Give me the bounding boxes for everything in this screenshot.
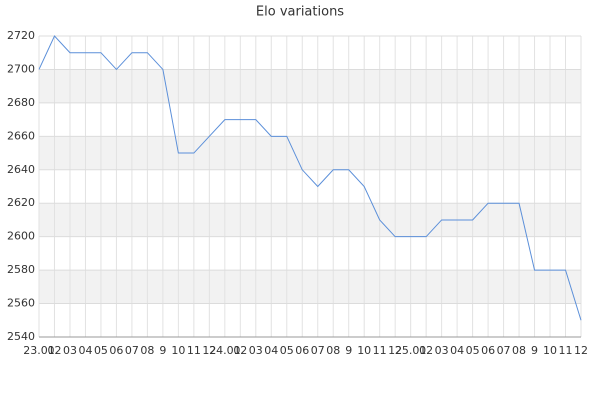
y-tick-label: 2640 — [7, 163, 35, 176]
x-tick-label: 05 — [280, 344, 294, 357]
x-tick-label: 08 — [512, 344, 526, 357]
y-tick-label: 2580 — [7, 263, 35, 276]
x-tick-label: 04 — [264, 344, 278, 357]
x-tick-label: 12 — [574, 344, 588, 357]
x-tick-label: 11 — [559, 344, 573, 357]
x-tick-label: 03 — [249, 344, 263, 357]
x-tick-label: 06 — [295, 344, 309, 357]
x-tick-label: 04 — [450, 344, 464, 357]
x-tick-label: 9 — [531, 344, 538, 357]
grid-band — [39, 69, 581, 103]
x-tick-label: 05 — [466, 344, 480, 357]
x-tick-label: 02 — [419, 344, 433, 357]
x-tick-label: 07 — [311, 344, 325, 357]
x-tick-label: 02 — [47, 344, 61, 357]
y-tick-label: 2680 — [7, 96, 35, 109]
x-tick-label: 04 — [78, 344, 92, 357]
x-tick-label: 23.01 — [23, 344, 55, 357]
x-tick-label: 10 — [543, 344, 557, 357]
grid-band — [39, 203, 581, 237]
y-tick-label: 2660 — [7, 129, 35, 142]
x-tick-label: 03 — [63, 344, 77, 357]
x-tick-label: 11 — [373, 344, 387, 357]
x-tick-label: 10 — [171, 344, 185, 357]
x-tick-label: 25.01 — [395, 344, 427, 357]
y-tick-label: 2600 — [7, 230, 35, 243]
x-tick-label: 02 — [233, 344, 247, 357]
y-tick-label: 2700 — [7, 62, 35, 75]
x-tick-label: 9 — [159, 344, 166, 357]
grid-band — [39, 136, 581, 170]
y-tick-label: 2620 — [7, 196, 35, 209]
x-tick-label: 08 — [140, 344, 154, 357]
line-series — [38, 35, 582, 321]
y-tick-label: 2540 — [7, 330, 35, 343]
x-tick-label: 10 — [357, 344, 371, 357]
x-tick-label: 06 — [481, 344, 495, 357]
x-tick-label: 06 — [109, 344, 123, 357]
x-tick-label: 9 — [345, 344, 352, 357]
x-tick-label: 11 — [187, 344, 201, 357]
chart-title: Elo variations — [256, 5, 344, 20]
y-tick-label: 2720 — [7, 29, 35, 42]
grid-band — [39, 270, 581, 304]
x-tick-label: 07 — [125, 344, 139, 357]
x-tick-label: 07 — [497, 344, 511, 357]
x-tick-label: 12 — [388, 344, 402, 357]
y-tick-label: 2560 — [7, 297, 35, 310]
x-tick-label: 12 — [202, 344, 216, 357]
x-tick-label: 24.01 — [209, 344, 241, 357]
x-tick-label: 03 — [435, 344, 449, 357]
x-tick-label: 08 — [326, 344, 340, 357]
x-tick-label: 05 — [94, 344, 108, 357]
